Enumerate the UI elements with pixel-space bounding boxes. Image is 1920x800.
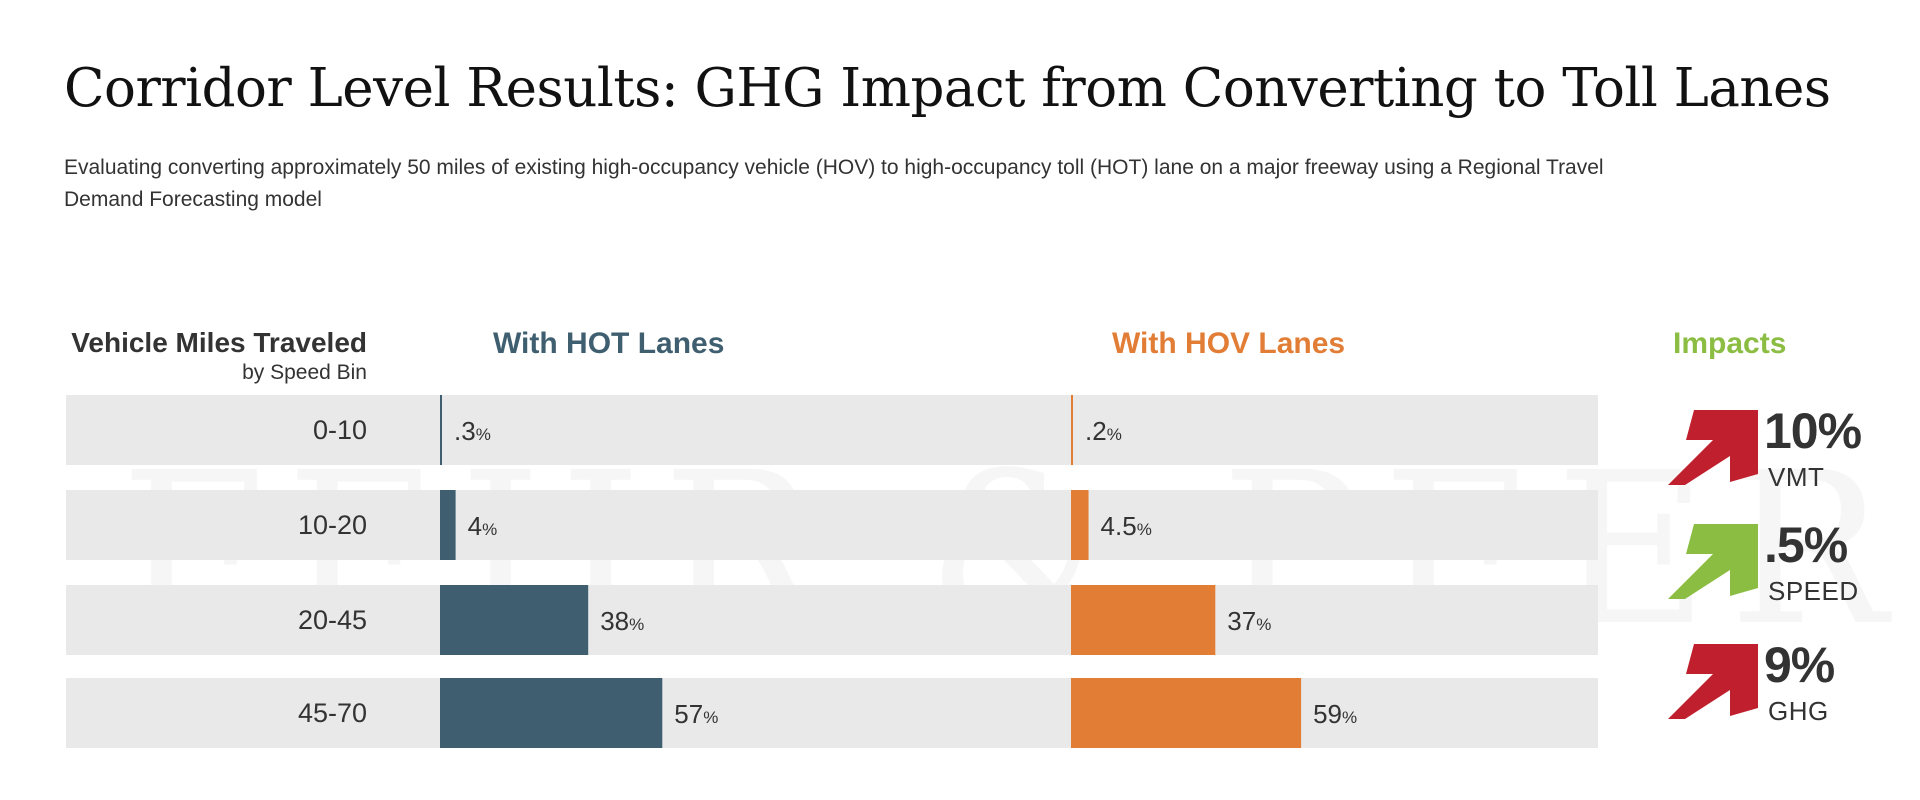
row-background [66,395,1598,465]
impact-label: VMT [1768,462,1825,492]
page-subtitle: Evaluating converting approximately 50 m… [64,156,1604,211]
bar [440,395,442,465]
axis-label-main: Vehicle Miles Traveled [71,327,367,358]
data-label: .2% [1085,416,1122,446]
impact-label: GHG [1768,696,1829,726]
impact-value: 9% [1764,637,1835,693]
hot-lanes-header: With HOT Lanes [493,327,725,360]
page-title: Corridor Level Results: GHG Impact from … [64,58,1831,119]
bar [440,490,456,560]
green-up-right-arrow-icon [1668,524,1758,599]
bar [1071,490,1089,560]
impact-ghg: 9% GHG [1668,637,1888,726]
data-label: 37% [1227,606,1271,636]
bar [440,585,589,655]
category-label: 45-70 [298,698,367,728]
impact-vmt: 10% VMT [1668,403,1888,492]
category-label: 20-45 [298,605,367,635]
bar [1071,585,1216,655]
axis-label-sub: by Speed Bin [242,361,367,384]
impact-label: SPEED [1768,576,1859,606]
data-label: 38% [600,606,644,636]
data-label: 4% [468,511,498,541]
data-label: 59% [1313,699,1357,729]
row-background [66,585,1598,655]
row-background [66,678,1598,748]
row-background [66,490,1598,560]
bar [1071,678,1302,748]
impact-value: 10% [1764,403,1862,459]
hov-lanes-header: With HOV Lanes [1112,327,1346,360]
bar [1071,395,1073,465]
category-axis-header: Vehicle Miles Traveled by Speed Bin [64,327,367,385]
category-label: 0-10 [313,415,367,445]
impact-speed: .5% SPEED [1668,517,1888,606]
impacts-header: Impacts [1673,327,1787,360]
category-label: 10-20 [298,510,367,540]
data-label: 57% [674,699,718,729]
data-label: .3% [454,416,491,446]
impact-value: .5% [1764,517,1848,573]
red-up-right-arrow-icon [1668,644,1758,719]
data-label: 4.5% [1101,511,1152,541]
red-up-right-arrow-icon [1668,410,1758,485]
bar [440,678,663,748]
